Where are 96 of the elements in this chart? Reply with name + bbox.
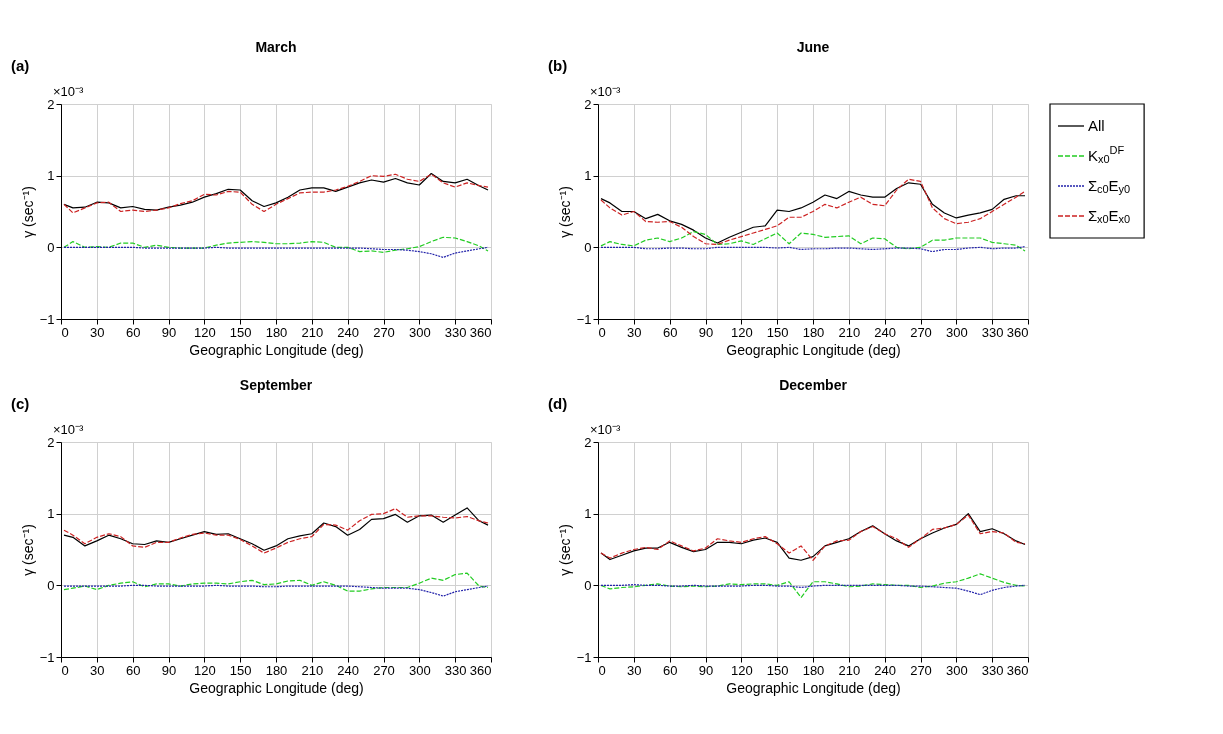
y-axis-title: γ (sec⁻¹) (556, 186, 573, 238)
x-tick-label: 60 (662, 662, 678, 678)
chart-title: December (779, 377, 848, 393)
line-series (600, 584, 1026, 596)
y-tick-label: −1 (576, 649, 592, 665)
y-tick-label: 0 (584, 239, 592, 255)
chart-title: March (255, 39, 297, 55)
x-tick-label: 120 (193, 324, 216, 340)
y-tick-label: 2 (584, 96, 592, 112)
text: ×10⁻³ (590, 84, 622, 99)
x-tick-label: 60 (125, 662, 141, 678)
x-tick-label: 120 (730, 324, 753, 340)
legend-label: All (1088, 117, 1105, 134)
y-tick-label: 0 (584, 577, 592, 593)
y-tick-label: 0 (47, 577, 55, 593)
x-tick-label: 270 (910, 662, 932, 678)
x-axis-title: Geographic Longitude (deg) (189, 679, 364, 696)
y-tick-label: 2 (47, 434, 55, 450)
y-tick-label: 2 (584, 434, 592, 450)
x-tick-label: 210 (301, 662, 324, 678)
text: ×10⁻³ (53, 84, 85, 99)
x-tick-label: 0 (61, 662, 69, 678)
x-tick-label: 330 (444, 324, 467, 340)
y-tick-label: −1 (576, 311, 592, 327)
x-tick-label: 240 (337, 662, 360, 678)
x-tick-label: 0 (61, 324, 69, 340)
x-tick-label: 180 (802, 662, 825, 678)
x-tick-label: 150 (229, 662, 252, 678)
x-tick-label: 60 (125, 324, 141, 340)
line-series (600, 230, 1026, 252)
x-tick-label: 240 (337, 324, 360, 340)
x-tick-label: 240 (874, 324, 897, 340)
text: (d) (548, 395, 568, 412)
x-axis-title: Geographic Longitude (deg) (726, 679, 901, 696)
line-series (63, 572, 489, 592)
line-series (63, 246, 489, 258)
line-series (600, 573, 1026, 599)
x-tick-label: 270 (373, 662, 395, 678)
y-tick-label: −1 (39, 311, 55, 327)
text: (c) (11, 395, 30, 412)
x-tick-label: 150 (229, 324, 252, 340)
x-tick-label: 180 (802, 324, 825, 340)
y-tick-label: 1 (47, 168, 55, 184)
text: (a) (11, 57, 30, 74)
x-tick-label: 180 (265, 662, 288, 678)
x-tick-label: 270 (373, 324, 395, 340)
text: ×10⁻³ (590, 422, 622, 437)
line-series (63, 584, 489, 597)
y-tick-label: −1 (39, 649, 55, 665)
y-tick-label: 1 (584, 168, 592, 184)
y-tick-label: 1 (584, 506, 592, 522)
x-tick-label: 360 (1006, 662, 1029, 678)
chart-title: June (796, 39, 830, 55)
line-series (63, 236, 489, 253)
x-tick-label: 30 (627, 662, 642, 678)
y-tick-label: 2 (47, 96, 55, 112)
x-tick-label: 120 (730, 662, 753, 678)
x-tick-label: 120 (193, 662, 216, 678)
x-tick-label: 30 (627, 324, 642, 340)
x-tick-label: 150 (766, 662, 789, 678)
chart-title: September (239, 377, 313, 393)
x-tick-label: 240 (874, 662, 897, 678)
x-tick-label: 30 (90, 324, 105, 340)
x-tick-label: 30 (90, 662, 105, 678)
x-tick-label: 360 (1006, 324, 1029, 340)
x-tick-label: 150 (766, 324, 789, 340)
x-tick-label: 0 (598, 662, 606, 678)
x-tick-label: 330 (981, 324, 1004, 340)
text: (b) (548, 57, 568, 74)
y-tick-label: 0 (47, 239, 55, 255)
x-axis-title: Geographic Longitude (deg) (189, 341, 364, 358)
x-tick-label: 300 (408, 324, 431, 340)
x-tick-label: 210 (838, 324, 861, 340)
x-tick-label: 90 (161, 324, 177, 340)
x-tick-label: 180 (265, 324, 288, 340)
x-tick-label: 330 (981, 662, 1004, 678)
y-tick-label: 1 (47, 506, 55, 522)
x-tick-label: 300 (945, 324, 968, 340)
x-tick-label: 90 (698, 324, 714, 340)
y-axis-title: γ (sec⁻¹) (19, 186, 36, 238)
x-tick-label: 270 (910, 324, 932, 340)
text: ×10⁻³ (53, 422, 85, 437)
y-axis-title: γ (sec⁻¹) (556, 524, 573, 576)
x-tick-label: 60 (662, 324, 678, 340)
x-tick-label: 90 (698, 662, 714, 678)
x-tick-label: 300 (408, 662, 431, 678)
x-tick-label: 300 (945, 662, 968, 678)
x-tick-label: 360 (469, 662, 492, 678)
x-tick-label: 360 (469, 324, 492, 340)
x-tick-label: 90 (161, 662, 177, 678)
x-tick-label: 0 (598, 324, 606, 340)
x-tick-label: 210 (838, 662, 861, 678)
x-tick-label: 210 (301, 324, 324, 340)
x-tick-label: 330 (444, 662, 467, 678)
y-axis-title: γ (sec⁻¹) (19, 524, 36, 576)
x-axis-title: Geographic Longitude (deg) (726, 341, 901, 358)
